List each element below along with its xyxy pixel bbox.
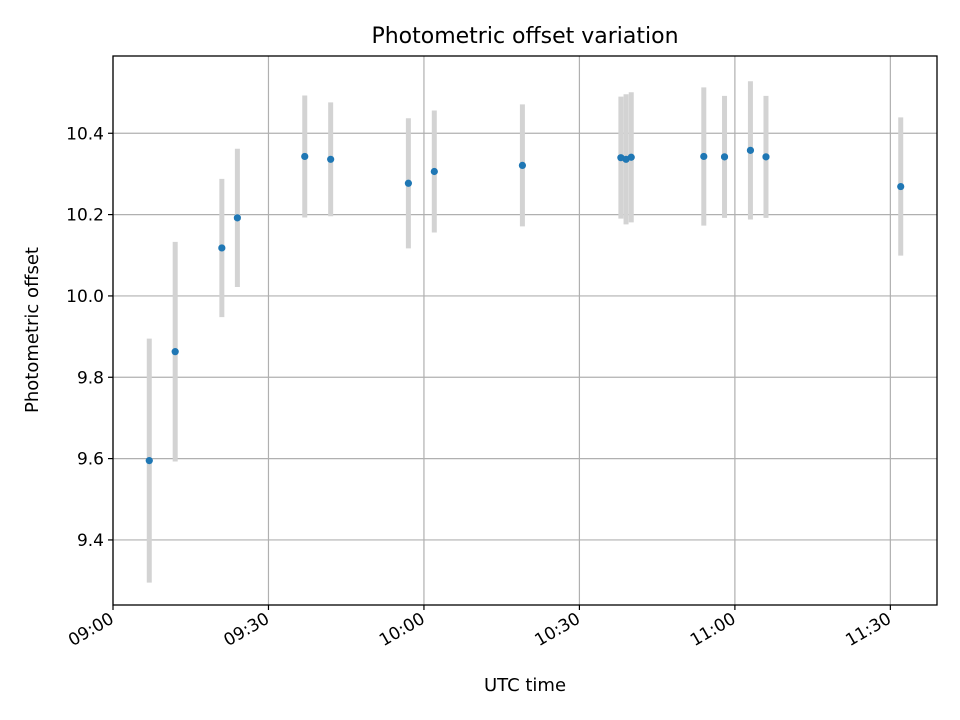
data-point <box>404 179 412 187</box>
data-point <box>430 167 438 176</box>
y-tick-label: 9.6 <box>77 450 104 470</box>
data-point <box>762 153 770 161</box>
y-axis-label: Photometric offset <box>22 247 43 413</box>
data-point <box>171 348 179 356</box>
data-point <box>720 153 729 161</box>
y-tick-label: 10.0 <box>66 287 104 307</box>
point-layer <box>145 146 905 465</box>
y-tick-label: 9.4 <box>77 531 104 551</box>
chart-title: Photometric offset variation <box>371 24 678 49</box>
data-point <box>327 155 335 163</box>
grid-layer <box>112 56 937 605</box>
y-tick-label: 10.4 <box>66 124 104 144</box>
data-point <box>233 214 241 222</box>
data-point <box>218 244 226 252</box>
data-point <box>301 152 309 161</box>
y-tick-label: 10.2 <box>66 206 104 226</box>
data-point <box>145 457 153 465</box>
y-tick-label: 9.8 <box>77 368 104 388</box>
data-point <box>897 182 905 191</box>
data-point <box>518 161 527 169</box>
data-point <box>700 152 708 161</box>
data-point <box>746 146 755 154</box>
plot-frame <box>112 55 938 606</box>
x-axis-label: UTC time <box>484 675 566 696</box>
data-point <box>627 153 635 161</box>
